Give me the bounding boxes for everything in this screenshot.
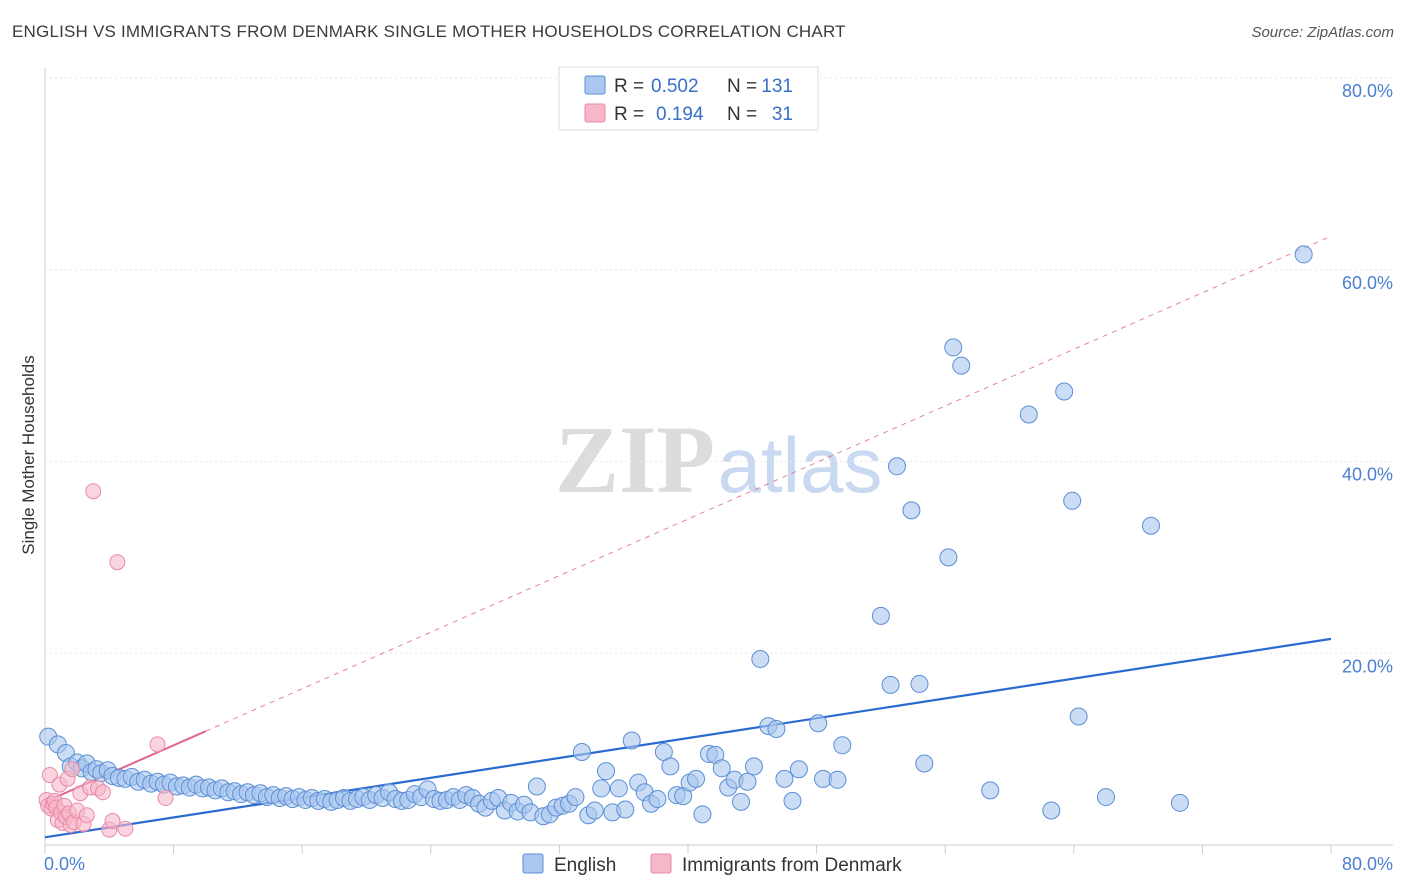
denmark-trend-line-solid <box>44 730 207 803</box>
denmark-points <box>38 483 174 838</box>
english-point-97 <box>648 789 667 808</box>
english-point-130 <box>944 338 963 357</box>
denmark-point-3 <box>41 767 58 784</box>
grid-lines <box>45 77 1393 654</box>
denmark-point-28 <box>104 813 121 830</box>
english-point-119 <box>809 714 828 733</box>
english-point-92 <box>616 800 635 819</box>
english-point-112 <box>744 757 763 776</box>
legend-n-value-denmark: 31 <box>772 104 793 125</box>
english-bottom-label: English <box>554 855 616 876</box>
x-tick-label-max: 80.0% <box>1342 854 1393 874</box>
chart-title: ENGLISH VS IMMIGRANTS FROM DENMARK SINGL… <box>12 22 846 41</box>
english-point-141 <box>1294 245 1313 264</box>
english-point-93 <box>622 731 641 750</box>
tick-labels: 20.0% 40.0% 60.0% 80.0% 0.0% 80.0% <box>44 81 1393 874</box>
denmark-bottom-label: Immigrants from Denmark <box>682 855 902 876</box>
english-point-123 <box>871 606 890 625</box>
denmark-point-24 <box>85 483 102 500</box>
english-point-91 <box>609 779 628 798</box>
denmark-point-26 <box>94 784 111 801</box>
chart-source: Source: ZipAtlas.com <box>1251 24 1394 41</box>
denmark-point-32 <box>157 790 174 807</box>
english-point-113 <box>751 650 770 669</box>
english-point-135 <box>1055 382 1074 401</box>
english-point-126 <box>902 501 921 520</box>
english-point-133 <box>1019 405 1038 424</box>
legend-n-label-english: N = <box>727 76 757 97</box>
y-tick-label-2: 40.0% <box>1342 465 1393 485</box>
watermark-zip: ZIP <box>555 406 715 513</box>
english-point-127 <box>910 674 929 693</box>
english-point-103 <box>687 769 706 788</box>
english-point-121 <box>828 770 847 789</box>
english-point-89 <box>597 762 616 781</box>
english-point-140 <box>1170 793 1189 812</box>
english-point-104 <box>693 805 712 824</box>
english-point-122 <box>833 736 852 755</box>
english-point-118 <box>789 760 808 779</box>
english-point-129 <box>939 548 958 567</box>
english-point-88 <box>592 779 611 798</box>
denmark-point-22 <box>78 807 95 824</box>
legend-r-value-denmark: 0.194 <box>656 104 704 125</box>
english-point-87 <box>585 801 604 820</box>
english-point-99 <box>661 757 680 776</box>
english-point-84 <box>566 788 585 807</box>
stats-legend: R = 0.502 N = 131 R = 0.194 N = 31 <box>558 66 819 131</box>
english-point-132 <box>981 781 1000 800</box>
y-tick-label-4: 80.0% <box>1342 81 1393 101</box>
legend-n-label-denmark: N = <box>727 104 757 125</box>
english-legend-swatch <box>584 75 606 95</box>
legend-r-label-english: R = <box>614 76 644 97</box>
denmark-point-31 <box>149 736 166 753</box>
denmark-trend-line-dashed <box>205 235 1332 732</box>
english-trend-line <box>44 637 1332 839</box>
legend-r-label-denmark: R = <box>614 104 644 125</box>
english-point-110 <box>732 792 751 811</box>
english-point-125 <box>887 457 906 476</box>
english-point-78 <box>527 777 546 796</box>
watermark-atlas: atlas <box>718 421 883 509</box>
english-point-117 <box>783 791 802 810</box>
english-point-137 <box>1069 707 1088 726</box>
y-axis-label: Single Mother Households <box>19 355 38 554</box>
english-point-131 <box>952 356 971 375</box>
trend-lines <box>44 235 1332 839</box>
series-legend: English Immigrants from Denmark <box>522 853 902 876</box>
english-point-139 <box>1141 516 1160 535</box>
english-point-124 <box>881 675 900 694</box>
denmark-point-30 <box>117 820 134 837</box>
y-tick-label-1: 20.0% <box>1342 656 1393 676</box>
denmark-point-29 <box>109 554 126 571</box>
denmark-legend-swatch <box>584 103 606 123</box>
legend-n-value-english: 131 <box>761 76 793 97</box>
english-point-128 <box>915 754 934 773</box>
denmark-point-17 <box>64 761 81 778</box>
axes <box>44 68 1393 854</box>
english-point-115 <box>767 719 786 738</box>
english-points <box>39 245 1313 826</box>
y-tick-label-3: 60.0% <box>1342 273 1393 293</box>
legend-r-value-english: 0.502 <box>651 76 699 97</box>
english-point-85 <box>572 743 591 762</box>
english-point-107 <box>712 759 731 778</box>
english-point-111 <box>738 772 757 791</box>
english-point-136 <box>1063 491 1082 510</box>
x-tick-label-min: 0.0% <box>44 854 85 874</box>
english-point-116 <box>775 769 794 788</box>
english-point-134 <box>1042 801 1061 820</box>
denmark-bottom-swatch <box>650 853 672 874</box>
english-point-138 <box>1096 788 1115 807</box>
english-bottom-swatch <box>522 853 544 874</box>
